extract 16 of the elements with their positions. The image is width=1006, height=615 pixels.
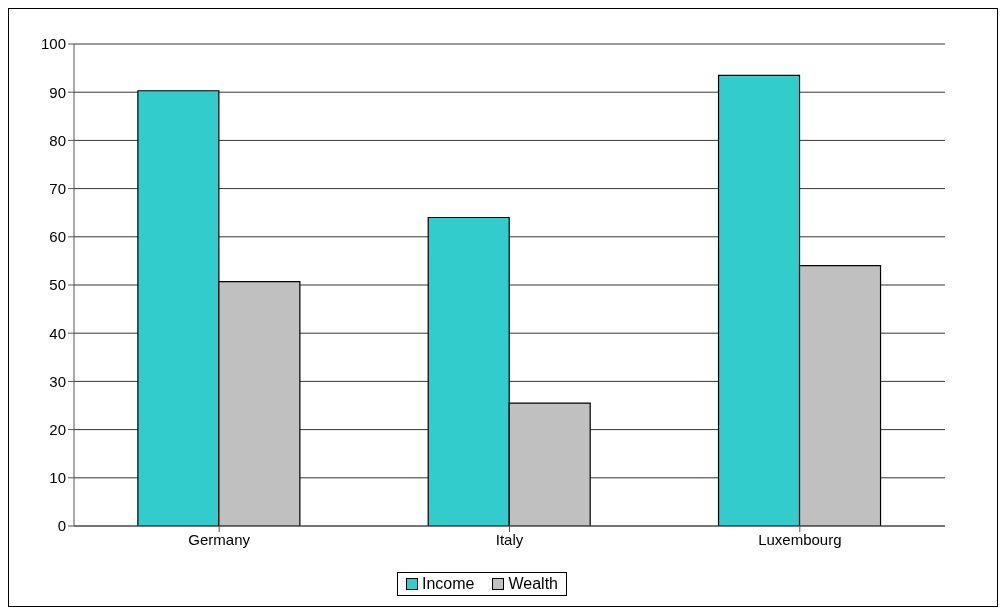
- y-tick-label: 80: [49, 131, 66, 149]
- x-tick-label: Luxembourg: [758, 530, 842, 548]
- y-tick-label: 60: [49, 228, 66, 246]
- x-tick-label: Germany: [188, 530, 251, 548]
- y-tick-label: 30: [49, 372, 66, 390]
- legend-label: Income: [421, 575, 475, 593]
- y-tick-label: 90: [49, 83, 66, 101]
- y-tick-label: 20: [49, 420, 66, 438]
- x-tick-label: Italy: [495, 530, 524, 548]
- legend-label: Wealth: [507, 575, 558, 593]
- y-tick-label: 10: [49, 469, 66, 487]
- y-tick-label: 50: [49, 276, 66, 294]
- y-tick-label: 0: [57, 517, 66, 535]
- y-tick-label: 40: [49, 324, 66, 342]
- y-tick-label: 100: [40, 35, 66, 53]
- y-tick-label: 70: [49, 179, 66, 197]
